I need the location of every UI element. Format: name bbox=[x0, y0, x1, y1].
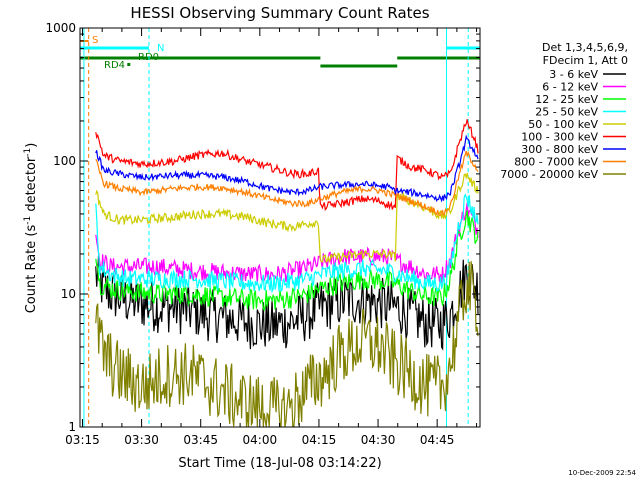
legend-entry-label: 3 - 6 keV bbox=[549, 68, 598, 81]
legend-entry-label: 7000 - 20000 keV bbox=[500, 168, 598, 181]
legend-entry-label: 25 - 50 keV bbox=[535, 106, 598, 119]
series-line-6 bbox=[95, 134, 479, 203]
legend-title-line-1: Det 1,3,4,5,6,9, bbox=[542, 41, 628, 54]
saa-flag-label: S bbox=[92, 35, 98, 46]
y-tick-label: 1 bbox=[68, 420, 76, 434]
flag-bars: SNRD0RD4 bbox=[80, 35, 480, 71]
chart-title: HESSI Observing Summary Count Rates bbox=[130, 4, 429, 22]
legend-entry-label: 300 - 800 keV bbox=[521, 143, 598, 156]
legend: Det 1,3,4,5,6,9, FDecim 1, Att 0 3 - 6 k… bbox=[500, 41, 628, 181]
series-line-5 bbox=[95, 119, 479, 212]
rd4-marker bbox=[127, 63, 131, 66]
x-tick-label: 04:15 bbox=[302, 433, 337, 447]
x-axis-label: Start Time (18-Jul-08 03:14:22) bbox=[178, 456, 381, 471]
x-tick-label: 04:45 bbox=[420, 433, 455, 447]
series-line-1 bbox=[95, 202, 479, 284]
flag-vertical-lines bbox=[83, 28, 469, 427]
generated-timestamp: 10-Dec-2009 22:54 bbox=[568, 469, 636, 477]
legend-entry-label: 100 - 300 keV bbox=[521, 131, 598, 144]
rd4-flag-label: RD4 bbox=[104, 60, 125, 71]
series-lines bbox=[95, 119, 479, 428]
y-axis-label-sup1: -1 bbox=[23, 216, 33, 225]
x-tick-label: 03:15 bbox=[65, 433, 100, 447]
x-tick-label: 04:00 bbox=[243, 433, 278, 447]
x-tick-label: 04:30 bbox=[361, 433, 396, 447]
y-tick-label: 10 bbox=[61, 287, 76, 301]
series-line-8 bbox=[95, 261, 479, 428]
y-axis-label-mid: detector bbox=[24, 156, 39, 216]
legend-entry-label: 800 - 7000 keV bbox=[514, 156, 598, 169]
x-tick-label: 03:30 bbox=[124, 433, 159, 447]
series-line-4 bbox=[95, 172, 479, 264]
y-axis-label-main: Count Rate (s bbox=[24, 225, 39, 314]
night-flag-label: N bbox=[157, 43, 164, 54]
x-tick-label: 03:45 bbox=[183, 433, 218, 447]
y-axis-label-sup2: -1 bbox=[23, 148, 33, 157]
legend-entry-label: 6 - 12 keV bbox=[542, 81, 598, 94]
legend-entry-label: 12 - 25 keV bbox=[535, 93, 598, 106]
y-axis-label-end: ) bbox=[24, 143, 39, 148]
y-axis-label: Count Rate (s-1 detector-1) bbox=[23, 143, 39, 314]
y-tick-label: 100 bbox=[53, 154, 76, 168]
legend-title-line-2: FDecim 1, Att 0 bbox=[543, 54, 628, 67]
series-line-3 bbox=[95, 193, 479, 294]
y-tick-label: 1000 bbox=[45, 21, 76, 35]
series-line-2 bbox=[95, 210, 479, 312]
legend-entry-label: 50 - 100 keV bbox=[528, 118, 598, 131]
series-line-7 bbox=[95, 150, 479, 217]
axes: 03:15 03:30 03:45 04:00 04:15 04:30 04:45 1 10 10… bbox=[45, 21, 480, 447]
